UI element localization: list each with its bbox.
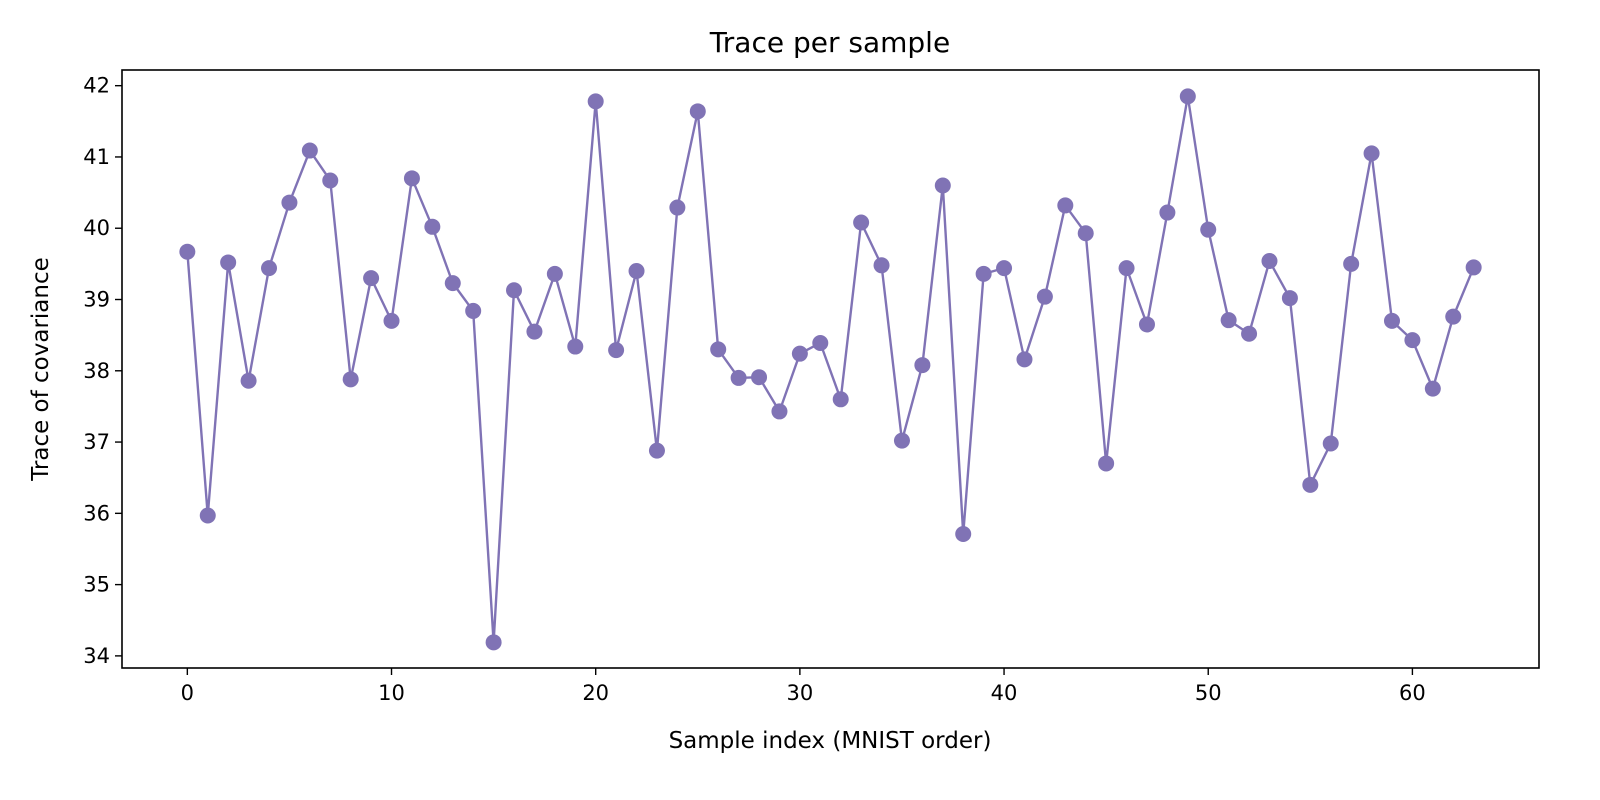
x-axis-label: Sample index (MNIST order) <box>669 728 992 754</box>
data-point <box>751 369 768 386</box>
y-tick-label: 35 <box>83 573 110 597</box>
data-point <box>771 403 788 420</box>
data-point <box>1445 308 1462 325</box>
data-point <box>587 93 604 110</box>
axes: 0 10 20 30 40 50 60 34 35 36 37 38 39 40 41 42 <box>83 74 1426 705</box>
data-point <box>812 334 829 351</box>
data-point <box>1322 435 1339 452</box>
data-point <box>199 507 216 524</box>
y-tick-label: 39 <box>83 288 110 312</box>
data-point <box>1404 332 1421 349</box>
data-point <box>669 199 686 216</box>
data-point <box>1159 204 1176 221</box>
data-point <box>1220 312 1237 329</box>
x-tick-label: 10 <box>378 681 405 705</box>
data-point <box>934 177 951 194</box>
data-point <box>853 214 870 231</box>
data-point <box>648 442 665 459</box>
data-point <box>546 265 563 282</box>
data-point <box>730 369 747 386</box>
data-point <box>791 345 808 362</box>
x-tick-label: 50 <box>1195 681 1222 705</box>
data-point <box>1383 312 1400 329</box>
y-tick-label: 34 <box>83 644 110 668</box>
data-point <box>444 275 461 292</box>
x-tick-label: 60 <box>1399 681 1426 705</box>
data-point <box>996 260 1013 277</box>
y-axis-label: Trace of covariance <box>28 257 54 482</box>
y-tick-label: 42 <box>83 74 110 98</box>
y-tick-label: 36 <box>83 501 110 525</box>
data-point <box>1077 225 1094 242</box>
data-point <box>261 260 278 277</box>
data-point <box>179 243 196 260</box>
data-point <box>1118 260 1135 277</box>
data-series <box>179 88 1482 651</box>
data-point <box>628 263 645 279</box>
data-point <box>281 194 298 211</box>
y-tick-label: 38 <box>83 359 110 383</box>
data-point <box>301 142 318 159</box>
data-point <box>240 372 257 389</box>
data-point <box>1098 455 1115 472</box>
x-tick-label: 20 <box>582 681 609 705</box>
data-point <box>506 282 523 299</box>
data-point <box>465 302 482 319</box>
y-tick-label: 40 <box>83 216 110 240</box>
data-point <box>567 338 584 355</box>
plot-frame <box>121 69 1540 669</box>
data-point <box>1200 221 1217 238</box>
data-point <box>363 270 380 287</box>
chart-title: Trace per sample <box>709 26 950 59</box>
data-point <box>1036 288 1053 305</box>
y-tick-label: 37 <box>83 430 110 454</box>
data-point <box>322 172 339 189</box>
data-point <box>832 391 849 408</box>
data-point <box>1138 316 1155 333</box>
data-point <box>914 357 931 374</box>
data-point <box>403 170 420 187</box>
data-point <box>1016 351 1033 368</box>
data-point <box>873 257 890 274</box>
data-point <box>893 432 910 449</box>
data-point <box>1465 259 1482 276</box>
data-point <box>1424 380 1441 397</box>
y-tick-label: 41 <box>83 145 110 169</box>
x-tick-label: 0 <box>181 681 194 705</box>
data-point <box>608 342 625 359</box>
data-point <box>485 634 502 651</box>
data-point <box>342 371 359 388</box>
x-tick-label: 40 <box>991 681 1018 705</box>
data-point <box>710 341 727 358</box>
data-point <box>689 103 706 120</box>
data-point <box>1057 197 1074 214</box>
data-point <box>975 265 992 282</box>
data-point <box>220 254 237 271</box>
data-point <box>1363 145 1380 162</box>
data-point <box>1179 88 1196 105</box>
data-point <box>955 526 972 542</box>
series-line <box>186 95 1475 644</box>
data-point <box>1261 253 1278 270</box>
data-point <box>424 218 441 235</box>
data-point <box>526 323 543 340</box>
data-point <box>1281 290 1298 307</box>
data-point <box>1302 476 1319 493</box>
data-point <box>1343 255 1360 272</box>
data-point <box>1241 325 1258 342</box>
data-point <box>383 312 400 329</box>
x-tick-label: 30 <box>787 681 814 705</box>
